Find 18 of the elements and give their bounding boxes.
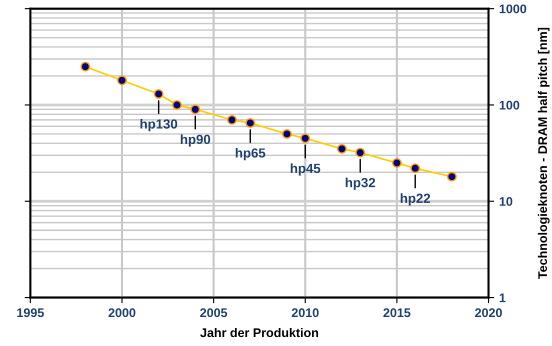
x-tick-label: 2010 (292, 308, 319, 318)
x-tick-label: 1995 (17, 308, 44, 318)
x-tick-label: 2020 (475, 308, 502, 318)
annotation: hp65 (236, 148, 266, 160)
y-tick-label: 1000 (500, 4, 526, 14)
x-tick-label: 2015 (383, 308, 410, 318)
x-tick-label: 2005 (200, 308, 228, 318)
y-axis-title: Technologieknoten - DRAM half pitch [nm] (538, 28, 550, 279)
annotation: hp22 (400, 193, 430, 206)
x-tick-label: 2000 (108, 308, 136, 318)
y-tick-label: 1 (500, 293, 506, 302)
annotation: hp32 (346, 178, 376, 190)
x-axis-title: Jahr der Produktion (200, 328, 318, 338)
annotation: hp45 (290, 163, 320, 176)
y-tick-label: 10 (500, 197, 512, 206)
annotation: hp90 (180, 134, 210, 147)
y-tick-label: 100 (500, 100, 520, 110)
annotation: hp130 (140, 118, 178, 132)
